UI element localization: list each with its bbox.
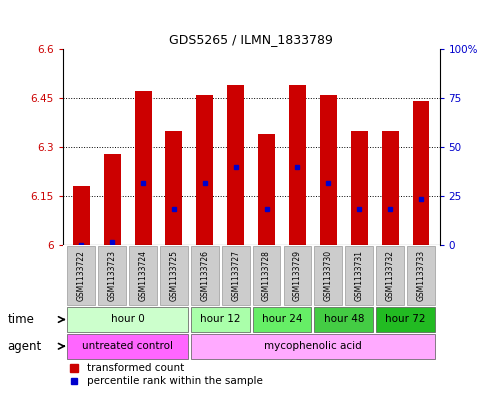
- Bar: [104, 154, 121, 245]
- Text: agent: agent: [7, 340, 42, 353]
- Text: GSM1133730: GSM1133730: [324, 250, 333, 301]
- Bar: [412, 101, 429, 245]
- Text: GSM1133731: GSM1133731: [355, 250, 364, 301]
- Text: GSM1133724: GSM1133724: [139, 250, 148, 301]
- Bar: [376, 307, 435, 332]
- Text: time: time: [7, 313, 34, 326]
- Bar: [253, 307, 312, 332]
- Text: GSM1133723: GSM1133723: [108, 250, 117, 301]
- Text: untreated control: untreated control: [82, 341, 173, 351]
- Bar: [68, 334, 188, 358]
- Text: GSM1133733: GSM1133733: [416, 250, 426, 301]
- Bar: [407, 246, 435, 305]
- Bar: [222, 246, 250, 305]
- Text: hour 48: hour 48: [324, 314, 364, 324]
- Bar: [68, 246, 95, 305]
- Text: hour 72: hour 72: [385, 314, 426, 324]
- Bar: [197, 95, 213, 245]
- Bar: [166, 130, 183, 245]
- Bar: [227, 85, 244, 245]
- Bar: [135, 91, 152, 245]
- Bar: [191, 334, 435, 358]
- Text: hour 0: hour 0: [111, 314, 144, 324]
- Text: GSM1133729: GSM1133729: [293, 250, 302, 301]
- Bar: [314, 307, 373, 332]
- Text: GSM1133726: GSM1133726: [200, 250, 209, 301]
- Bar: [289, 85, 306, 245]
- Bar: [160, 246, 188, 305]
- Text: hour 12: hour 12: [200, 314, 241, 324]
- Bar: [351, 130, 368, 245]
- Bar: [284, 246, 312, 305]
- Text: GSM1133722: GSM1133722: [77, 250, 86, 301]
- Bar: [129, 246, 157, 305]
- Bar: [320, 95, 337, 245]
- Bar: [99, 246, 126, 305]
- Bar: [191, 307, 250, 332]
- Title: GDS5265 / ILMN_1833789: GDS5265 / ILMN_1833789: [169, 33, 333, 46]
- Bar: [345, 246, 373, 305]
- Bar: [253, 246, 281, 305]
- Bar: [382, 130, 398, 245]
- Bar: [68, 307, 188, 332]
- Bar: [191, 246, 219, 305]
- Bar: [376, 246, 404, 305]
- Text: hour 24: hour 24: [262, 314, 302, 324]
- Text: GSM1133727: GSM1133727: [231, 250, 240, 301]
- Bar: [73, 186, 90, 245]
- Text: percentile rank within the sample: percentile rank within the sample: [87, 376, 263, 386]
- Text: GSM1133732: GSM1133732: [385, 250, 395, 301]
- Text: GSM1133728: GSM1133728: [262, 250, 271, 301]
- Text: transformed count: transformed count: [87, 363, 185, 373]
- Bar: [258, 134, 275, 245]
- Bar: [314, 246, 342, 305]
- Text: mycophenolic acid: mycophenolic acid: [264, 341, 362, 351]
- Text: GSM1133725: GSM1133725: [170, 250, 178, 301]
